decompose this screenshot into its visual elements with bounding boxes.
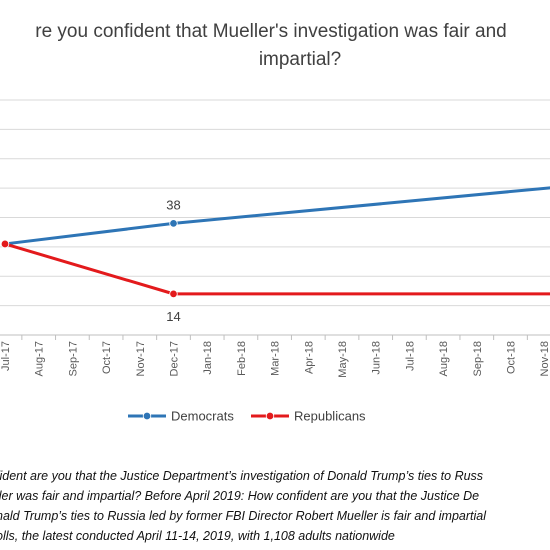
x-tick-label: Aug-17 <box>34 341 46 376</box>
x-tick-label: May-18 <box>337 341 349 378</box>
footnote-line-1: fident are you that the Justice Departme… <box>0 469 484 483</box>
x-tick-label: Mar-18 <box>270 341 282 376</box>
x-tick-label: Jul-18 <box>404 341 416 371</box>
democrats-data-label: 38 <box>166 197 180 212</box>
x-tick-label: Oct-17 <box>101 341 113 374</box>
republicans-data-label: 14 <box>166 309 180 324</box>
legend-republicans-marker <box>265 411 275 421</box>
x-tick-label: Jan-18 <box>202 341 214 375</box>
x-tick-label: Jul-17 <box>0 341 12 371</box>
x-tick-label: Oct-18 <box>506 341 518 374</box>
x-tick-label: Nov-17 <box>135 341 147 376</box>
legend-democrats-label: Democrats <box>171 409 234 424</box>
x-tick-label: Nov-18 <box>539 341 550 376</box>
legend-republicans-label: Republicans <box>294 409 366 424</box>
footnote-line-3: nald Trump’s ties to Russia led by forme… <box>0 509 486 523</box>
chart-title-line-1: re you confident that Mueller's investig… <box>35 21 507 42</box>
x-tick-label: Feb-18 <box>236 341 248 376</box>
footnote: fident are you that the Justice Departme… <box>0 466 550 546</box>
footnote-line-4: olls, the latest conducted April 11-14, … <box>0 529 395 543</box>
x-tick-label: Jun-18 <box>371 341 383 375</box>
republicans-point <box>169 289 178 299</box>
republicans-line <box>4 242 550 296</box>
democrats-line <box>4 186 550 246</box>
legend-democrats-marker <box>142 411 152 421</box>
x-tick-label: Sep-18 <box>472 341 484 376</box>
republicans-point <box>0 239 10 249</box>
democrats-point <box>169 219 178 228</box>
x-tick-label: Aug-18 <box>438 341 450 376</box>
footnote-line-2: ller was fair and impartial? Before Apri… <box>0 489 480 503</box>
chart-title: re you confident that Mueller's investig… <box>0 18 550 74</box>
chart-title-line-2: impartial? <box>258 49 342 70</box>
x-tick-label: Apr-18 <box>303 341 315 374</box>
x-tick-label: Sep-17 <box>67 341 79 376</box>
x-tick-label: Dec-17 <box>169 341 181 376</box>
